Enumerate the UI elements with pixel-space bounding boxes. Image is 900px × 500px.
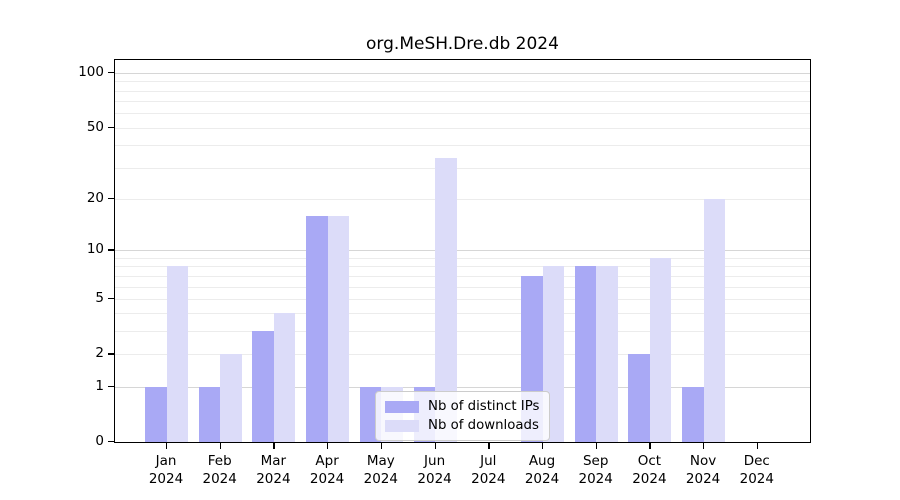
x-tick-year-aug: 2024 [524, 471, 560, 487]
y-tick-mark-2 [108, 353, 114, 355]
x-tick-mark-oct [649, 443, 651, 449]
y-tick-label-1: 1 [95, 377, 104, 394]
x-tick-mark-mar [273, 443, 275, 449]
bar-mar-downloads [273, 313, 296, 442]
x-tick-mark-jul [488, 443, 490, 449]
x-tick-label-oct: Oct [637, 453, 662, 469]
y-tick-label-10: 10 [86, 241, 104, 258]
y-tick-label-0: 0 [95, 433, 104, 449]
x-tick-label-mar: Mar [260, 453, 287, 469]
x-tick-mark-jan [166, 443, 168, 449]
x-tick-year-jan: 2024 [148, 471, 184, 487]
y-tick-label-5: 5 [95, 289, 104, 306]
gridline-80 [115, 90, 810, 92]
gridline-50 [115, 127, 810, 129]
legend-swatch-downloads [385, 419, 419, 432]
y-tick-mark-5 [108, 297, 114, 300]
y-tick-label-20: 20 [86, 189, 104, 206]
x-tick-label-sep: Sep [582, 453, 609, 469]
gridline-6 [115, 286, 810, 288]
x-tick-year-apr: 2024 [309, 471, 345, 487]
x-tick-mark-sep [595, 443, 598, 449]
y-tick-label-100: 100 [78, 64, 104, 81]
x-tick-year-jul: 2024 [471, 471, 506, 487]
gridline-100 [115, 73, 810, 75]
gridline-8 [115, 266, 810, 268]
y-tick-label-2: 2 [95, 345, 104, 362]
x-tick-label-nov: Nov [689, 453, 717, 469]
x-tick-label-jul: Jul [480, 453, 497, 469]
legend: Nb of distinct IPs Nb of downloads [375, 391, 550, 441]
bar-feb-downloads [220, 354, 242, 442]
legend-item-distinct-ips: Nb of distinct IPs [385, 398, 540, 415]
x-tick-year-dec: 2024 [739, 471, 774, 487]
gridline-1 [115, 386, 810, 388]
x-tick-label-apr: Apr [315, 453, 339, 469]
y-tick-mark-0 [108, 441, 114, 443]
x-tick-label-dec: Dec [743, 453, 770, 469]
x-tick-mark-may [380, 443, 383, 449]
x-tick-mark-apr [327, 443, 329, 449]
y-tick-mark-10 [108, 249, 114, 251]
gridline-10 [115, 250, 810, 252]
plot-area: Nb of distinct IPs Nb of downloads [114, 59, 811, 443]
x-tick-year-mar: 2024 [256, 471, 291, 487]
x-tick-year-nov: 2024 [685, 471, 721, 487]
gridline-4 [115, 313, 810, 315]
x-tick-mark-feb [219, 443, 222, 449]
bar-jan-distinct-ips [145, 386, 167, 442]
legend-label-distinct-ips: Nb of distinct IPs [428, 399, 540, 414]
bar-apr-distinct-ips [306, 215, 328, 442]
bar-mar-distinct-ips [252, 331, 274, 442]
gridline-3 [115, 331, 810, 333]
bar-apr-downloads [327, 215, 350, 442]
gridline-30 [115, 167, 810, 169]
x-tick-mark-dec [756, 443, 759, 449]
x-tick-mark-jun [434, 443, 436, 449]
y-tick-label-50: 50 [86, 118, 104, 135]
gridline-40 [115, 145, 810, 147]
gridline-7 [115, 275, 810, 277]
y-tick-mark-100 [108, 72, 114, 74]
x-tick-label-aug: Aug [528, 453, 556, 469]
bar-oct-downloads [649, 258, 672, 442]
chart-title: org.MeSH.Dre.db 2024 [366, 34, 559, 54]
x-tick-label-jan: Jan [155, 453, 177, 469]
bar-feb-distinct-ips [198, 386, 221, 442]
x-tick-year-oct: 2024 [632, 471, 667, 487]
gridline-60 [115, 113, 810, 115]
y-tick-mark-1 [108, 385, 114, 387]
legend-swatch-distinct-ips [385, 400, 419, 413]
bar-sep-downloads [596, 266, 618, 442]
y-tick-mark-20 [108, 197, 114, 199]
x-tick-label-feb: Feb [207, 453, 232, 469]
x-tick-year-feb: 2024 [202, 471, 237, 487]
x-tick-mark-aug [542, 443, 544, 449]
bar-nov-downloads [703, 198, 726, 442]
x-tick-year-jun: 2024 [417, 471, 452, 487]
gridline-90 [115, 81, 810, 83]
bar-jan-downloads [166, 266, 188, 442]
y-tick-mark-50 [108, 126, 114, 129]
bar-jun-downloads [435, 157, 457, 442]
gridline-20 [115, 198, 810, 200]
legend-label-downloads: Nb of downloads [428, 418, 539, 433]
x-tick-label-jun: Jun [424, 453, 446, 469]
x-tick-mark-nov [703, 443, 705, 449]
bar-oct-distinct-ips [628, 354, 650, 442]
legend-item-downloads: Nb of downloads [385, 417, 540, 434]
bar-nov-distinct-ips [682, 386, 704, 442]
bar-sep-distinct-ips [574, 266, 597, 442]
gridline-70 [115, 101, 810, 103]
x-tick-label-may: May [366, 453, 395, 469]
gridline-2 [115, 354, 810, 356]
gridline-5 [115, 298, 810, 300]
x-tick-year-may: 2024 [363, 471, 398, 487]
gridline-9 [115, 258, 810, 259]
x-tick-year-sep: 2024 [578, 471, 613, 487]
